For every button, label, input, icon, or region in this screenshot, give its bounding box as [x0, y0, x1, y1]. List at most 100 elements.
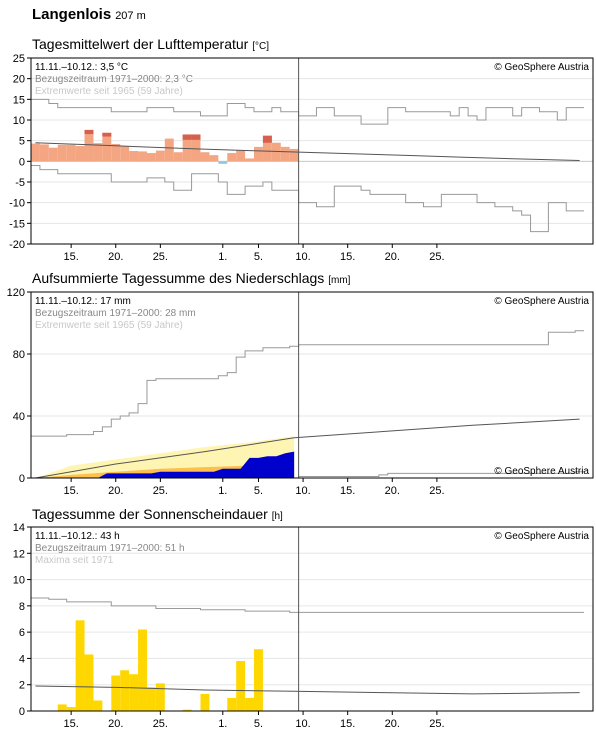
- precipitation-ytick-label: 120: [7, 287, 25, 299]
- temperature-copyright: © GeoSphere Austria: [494, 62, 589, 73]
- sunshine-bar: [227, 697, 237, 711]
- sunshine-xtick-label: 15.: [340, 718, 355, 729]
- sunshine-bar: [84, 654, 94, 711]
- temperature-xtick-label: 25.: [153, 251, 168, 263]
- precipitation-xtick-label: 15.: [63, 485, 78, 497]
- sunshine-reference-text: Bezugszeitraum 1971–2000: 51 h: [35, 543, 185, 554]
- precipitation-ytick-label: 0: [19, 473, 25, 485]
- temperature-xtick-label: 20.: [385, 251, 400, 263]
- temperature-chart: -20 -15 -10 -5 0 5 10 15 20 25 15. 20. 25. 1. 5. 10. 15.…: [9, 53, 594, 263]
- temperature-bar: [236, 150, 246, 162]
- temperature-bar: [262, 135, 272, 162]
- station-name: Langenlois: [32, 6, 112, 23]
- temperature-bar: [138, 151, 147, 162]
- temperature-frame: [30, 57, 594, 245]
- sunshine-bar: [111, 675, 121, 711]
- precipitation-ytick-label: 40: [13, 411, 25, 423]
- precipitation-unit: [mm]: [328, 275, 351, 286]
- sunshine-title-text: Tagessumme der Sonnenscheindauer: [32, 506, 268, 522]
- temperature-reference-line: [35, 142, 580, 162]
- sunshine-bar: [75, 620, 85, 711]
- temperature-ytick-label: -5: [15, 177, 25, 189]
- sunshine-bar: [236, 661, 246, 711]
- temperature-bar: [209, 155, 219, 162]
- sunshine-ytick-label: 2: [19, 680, 25, 692]
- sunshine-xtick-label: 25.: [153, 718, 168, 729]
- sunshine-max-line: [31, 597, 585, 613]
- temperature-bar: [31, 143, 40, 162]
- temperature-ytick-label: 5: [19, 136, 25, 148]
- temperature-bar: [48, 147, 58, 162]
- temperature-xtick-label: 25.: [429, 251, 444, 263]
- temperature-bar: [289, 148, 299, 162]
- temperature-xtick-label: 15.: [63, 251, 78, 263]
- temperature-bar: [111, 143, 121, 162]
- sunshine-bar: [146, 687, 156, 711]
- temperature-xtick-label: 10.: [295, 251, 310, 263]
- temperature-bar-exceed: [102, 132, 112, 137]
- sunshine-xtick-label: 20.: [385, 718, 400, 729]
- precipitation-current-area: [35, 451, 295, 478]
- temperature-bar: [218, 161, 228, 164]
- sunshine-ytick-label: 6: [19, 627, 25, 639]
- temperature-bar: [280, 146, 290, 162]
- temperature-bar: [164, 138, 174, 162]
- sunshine-bar: [57, 704, 67, 711]
- precipitation-title: Aufsummierte Tagessumme des Niederschlag…: [32, 270, 350, 286]
- temperature-bar: [120, 146, 130, 162]
- temperature-bar: [173, 152, 183, 162]
- sunshine-bar: [155, 683, 165, 711]
- precipitation-xtick-label: 5.: [254, 485, 263, 497]
- temperature-extremes-text: Extremwerte seit 1965 (59 Jahre): [35, 86, 183, 97]
- precipitation-xtick-label: 10.: [295, 485, 310, 497]
- sunshine-xtick-label: 20.: [108, 718, 123, 729]
- sunshine-bar: [254, 649, 263, 711]
- sunshine-title: Tagessumme der Sonnenscheindauer [h]: [32, 506, 283, 522]
- station-altitude: 207 m: [115, 10, 146, 22]
- precipitation-chart: 0 40 80 120 15. 20. 25. 1. 5. 10. 15. 20. 25. 11.11.–…: [7, 287, 594, 497]
- temperature-ytick-label: 20: [13, 74, 25, 86]
- temperature-bar: [93, 143, 103, 162]
- sunshine-xtick-label: 10.: [295, 718, 310, 729]
- sunshine-bar: [138, 629, 147, 711]
- sunshine-extremes-text: Maxima seit 1971: [35, 555, 114, 566]
- temperature-min-line: [31, 164, 585, 233]
- precipitation-copyright-bottom: © GeoSphere Austria: [494, 466, 589, 477]
- sunshine-bar: [245, 697, 255, 711]
- temperature-bar: [200, 152, 210, 162]
- precipitation-xtick-label: 20.: [108, 485, 123, 497]
- temperature-title-text: Tagesmittelwert der Lufttemperatur: [32, 36, 249, 52]
- sunshine-summary-text: 11.11.–10.12.: 43 h: [35, 531, 120, 542]
- temperature-bar: [129, 151, 139, 162]
- sunshine-bar: [120, 670, 130, 711]
- precipitation-xtick-label: 1.: [218, 485, 227, 497]
- sunshine-xtick-label: 1.: [218, 718, 227, 729]
- precipitation-extremes-text: Extremwerte seit 1965 (59 Jahre): [35, 320, 183, 331]
- sunshine-ytick-label: 8: [19, 601, 25, 613]
- precipitation-reference-line: [35, 418, 580, 479]
- sunshine-ytick-label: 0: [19, 706, 25, 718]
- sunshine-bar: [66, 707, 76, 711]
- sunshine-copyright: © GeoSphere Austria: [494, 531, 589, 542]
- temperature-bar: [102, 132, 112, 162]
- temperature-max-line: [31, 98, 585, 125]
- sunshine-bar: [129, 674, 139, 711]
- temperature-unit: [°C]: [252, 41, 269, 52]
- sunshine-bar: [200, 693, 210, 711]
- temperature-xtick-label: 15.: [340, 251, 355, 263]
- precipitation-xtick-label: 20.: [385, 485, 400, 497]
- temperature-ytick-label: -20: [9, 239, 25, 251]
- temperature-bar-exceed: [84, 129, 94, 135]
- temperature-bar: [254, 146, 263, 162]
- sunshine-frame: [30, 526, 594, 712]
- temperature-bar: [191, 134, 201, 162]
- sunshine-reference-line: [35, 685, 580, 695]
- temperature-ytick-label: 0: [19, 156, 25, 168]
- precipitation-title-text: Aufsummierte Tagessumme des Niederschlag…: [32, 270, 325, 286]
- sunshine-chart: 0 2 4 6 8 10 12 14 15. 20. 25. 1. 5. 10. 15. 20. 25. 11.1…: [13, 522, 594, 729]
- temperature-ytick-label: -15: [9, 218, 25, 230]
- precipitation-xtick-label: 25.: [429, 485, 444, 497]
- temperature-bar: [84, 129, 94, 162]
- precipitation-xtick-label: 15.: [340, 485, 355, 497]
